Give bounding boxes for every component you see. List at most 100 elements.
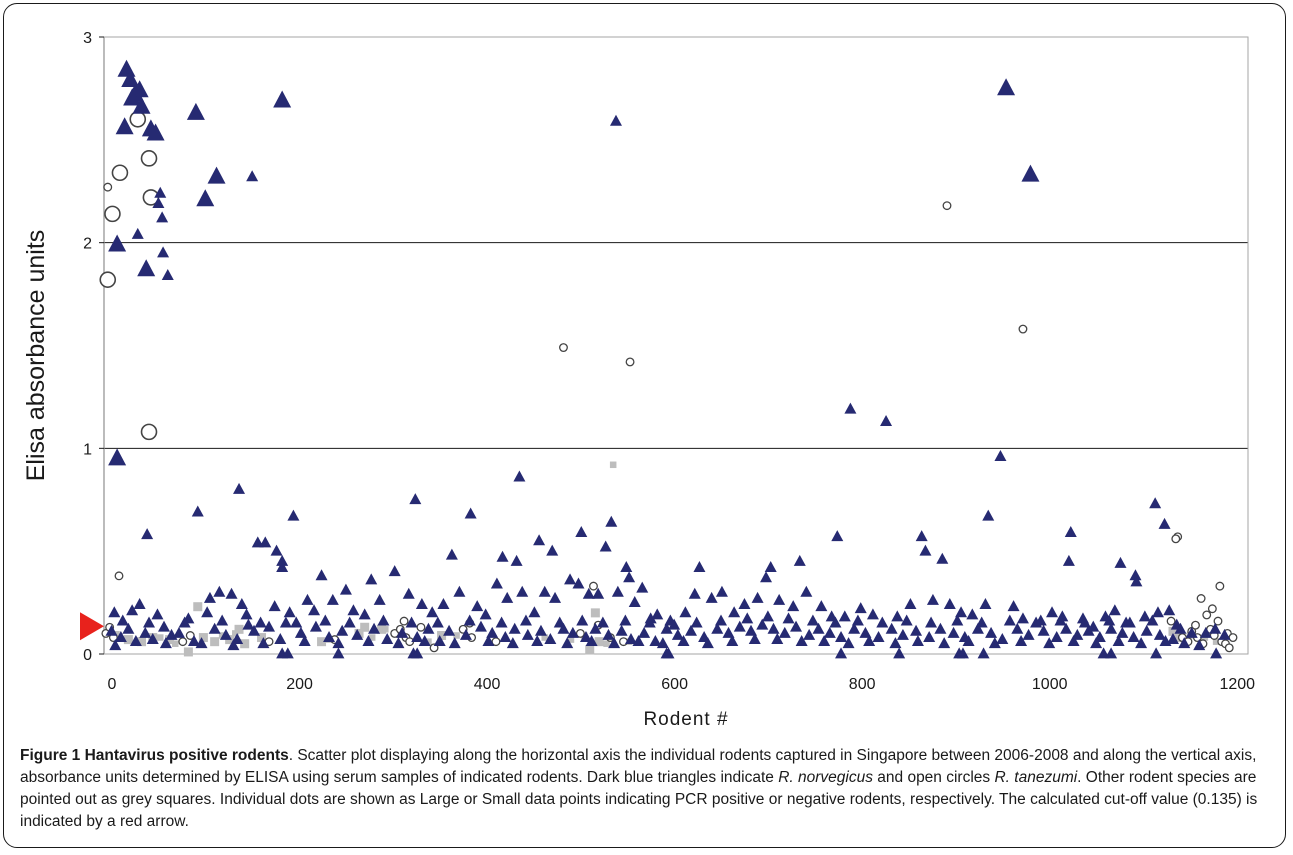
triangle-point: [615, 624, 628, 636]
triangle-point: [599, 540, 612, 552]
triangle-point: [1050, 630, 1063, 642]
triangle-point: [464, 507, 477, 519]
triangle-point: [866, 608, 879, 620]
triangle-point: [851, 614, 864, 626]
square-point: [594, 637, 604, 647]
triangle-point: [279, 616, 292, 628]
triangle-point: [373, 593, 386, 605]
triangle-point: [829, 616, 842, 628]
circle-point: [129, 110, 147, 128]
triangle-point: [445, 548, 458, 560]
square-point: [382, 626, 389, 633]
plot-area: [103, 36, 1249, 655]
triangle-point: [947, 626, 960, 638]
triangle-point: [1082, 624, 1095, 636]
triangle-point: [126, 604, 139, 616]
triangle-point: [1166, 633, 1179, 645]
circle-point: [140, 150, 158, 167]
triangle-point: [191, 505, 204, 517]
circle-point: [103, 182, 113, 192]
triangle-point: [152, 196, 165, 208]
triangle-point: [690, 616, 703, 628]
triangle-point: [173, 626, 186, 638]
circle-point: [1207, 604, 1217, 614]
triangle-point: [885, 622, 898, 634]
triangle-point: [896, 628, 909, 640]
triangle-point: [283, 606, 296, 618]
caption-species-2: R. tanezumi: [994, 769, 1078, 786]
triangle-point: [495, 616, 508, 628]
triangle-point: [620, 561, 633, 573]
triangle-point: [270, 544, 283, 556]
triangle-point: [405, 616, 418, 628]
triangle-point: [1015, 635, 1028, 647]
triangle-point: [332, 637, 345, 649]
square-point: [425, 638, 432, 645]
triangle-point: [1105, 622, 1118, 634]
triangle-point: [263, 620, 276, 632]
caption-lead: Figure 1 Hantavirus positive rodents: [20, 747, 289, 764]
triangle-point: [923, 630, 936, 642]
triangle-point: [201, 606, 214, 618]
triangle-point: [402, 587, 415, 599]
triangle-point: [994, 449, 1007, 461]
caption-text-2: and open circles: [872, 769, 995, 786]
triangle-point: [326, 593, 339, 605]
x-tick-label: 400: [474, 676, 501, 693]
caption-text-3: . Other rodent species are pointed out a…: [20, 769, 1258, 830]
circle-point: [1202, 610, 1212, 620]
triangle-point: [1153, 628, 1166, 640]
triangle-point: [1114, 556, 1127, 568]
triangle-point: [685, 624, 698, 636]
triangle-point: [122, 622, 135, 634]
triangle-point: [474, 620, 487, 632]
triangle-point: [415, 598, 428, 610]
triangle-point: [741, 612, 754, 624]
triangle-point: [936, 552, 949, 564]
triangle-point: [715, 614, 728, 626]
triangle-point: [1090, 637, 1103, 649]
triangle-point: [246, 170, 259, 182]
triangle-point: [336, 624, 349, 636]
triangle-point: [561, 637, 574, 649]
triangle-point: [925, 616, 938, 628]
triangle-point: [132, 96, 151, 114]
triangle-point: [838, 610, 851, 622]
triangle-point: [368, 622, 381, 634]
triangle-point: [219, 628, 232, 640]
triangle-point: [1030, 616, 1043, 628]
triangle-point: [347, 604, 360, 616]
x-tick-label: 600: [661, 676, 688, 693]
triangle-point: [596, 616, 609, 628]
triangle-point: [859, 626, 872, 638]
y-tick-label: 3: [83, 30, 92, 47]
triangle-point: [582, 587, 595, 599]
triangle-point: [771, 633, 784, 645]
triangle-point: [365, 573, 378, 585]
triangle-point: [979, 598, 992, 610]
circle-point: [1215, 581, 1225, 591]
triangle-point: [108, 606, 121, 618]
triangle-point: [276, 554, 289, 566]
triangle-point: [962, 635, 975, 647]
circle-point: [140, 423, 158, 441]
triangle-point: [479, 608, 492, 620]
triangle-point: [528, 606, 541, 618]
triangle-point: [722, 626, 735, 638]
triangle-point: [301, 593, 314, 605]
triangle-point: [281, 647, 294, 659]
square-point: [137, 637, 147, 647]
triangle-point: [651, 608, 664, 620]
triangle-point: [803, 628, 816, 640]
triangle-point: [760, 571, 773, 583]
scatter-chart: 0 1 2 3 0 200 400 600 800 1000 1200 Elisa absorban…: [22, 30, 1255, 730]
triangle-point: [880, 414, 893, 426]
triangle-point: [257, 637, 270, 649]
triangle-point: [240, 608, 253, 620]
triangle-point: [711, 622, 724, 634]
triangle-point: [553, 616, 566, 628]
triangle-point: [1060, 622, 1073, 634]
triangle-point: [848, 622, 861, 634]
triangle-point: [575, 526, 588, 538]
triangle-point: [534, 624, 547, 636]
